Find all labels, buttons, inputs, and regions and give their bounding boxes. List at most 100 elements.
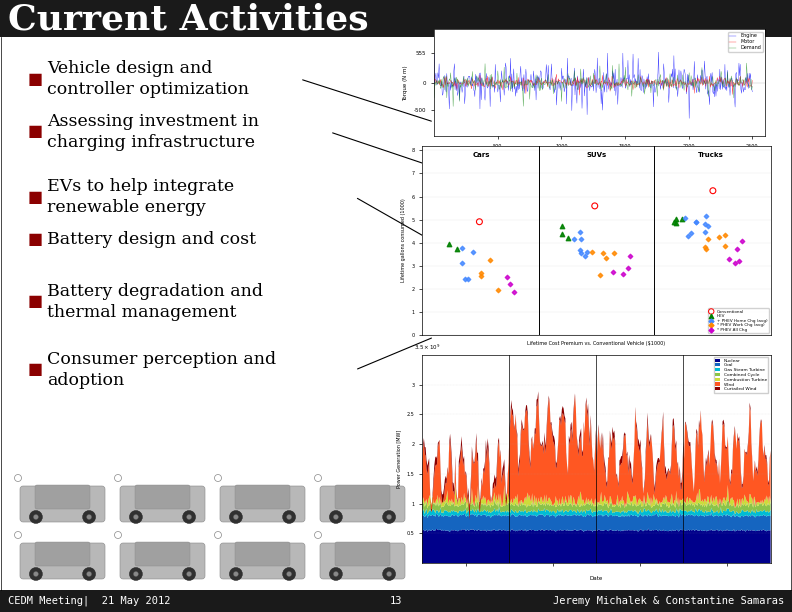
Point bbox=[443, 239, 455, 249]
FancyBboxPatch shape bbox=[135, 485, 190, 509]
Circle shape bbox=[133, 572, 139, 577]
Point bbox=[700, 244, 713, 253]
Point bbox=[685, 228, 698, 238]
Point bbox=[501, 272, 513, 282]
Circle shape bbox=[82, 567, 96, 581]
Point bbox=[575, 234, 588, 244]
Circle shape bbox=[86, 572, 92, 577]
Engine bbox=[684, 114, 694, 122]
Circle shape bbox=[333, 572, 338, 577]
Text: ■: ■ bbox=[28, 190, 43, 204]
Point bbox=[600, 253, 612, 263]
Circle shape bbox=[33, 572, 38, 577]
FancyBboxPatch shape bbox=[0, 0, 792, 37]
Text: ■: ■ bbox=[28, 362, 43, 378]
Circle shape bbox=[129, 567, 143, 581]
FancyBboxPatch shape bbox=[35, 542, 90, 566]
Circle shape bbox=[29, 567, 43, 581]
Circle shape bbox=[183, 567, 196, 581]
FancyBboxPatch shape bbox=[35, 485, 90, 509]
Point bbox=[718, 241, 731, 251]
Text: Consumer perception and
adoption: Consumer perception and adoption bbox=[47, 351, 276, 389]
Motor bbox=[620, 79, 630, 86]
Engine bbox=[582, 111, 592, 118]
Point bbox=[621, 263, 634, 273]
Point bbox=[729, 258, 741, 268]
Point bbox=[575, 248, 588, 258]
Text: Battery degradation and
thermal management: Battery degradation and thermal manageme… bbox=[47, 283, 263, 321]
Point bbox=[586, 247, 599, 257]
Motor bbox=[748, 76, 757, 84]
Point bbox=[484, 255, 497, 265]
Point bbox=[588, 201, 601, 211]
Point bbox=[508, 288, 520, 297]
Engine bbox=[741, 73, 751, 81]
X-axis label: Time [seconds]: Time [seconds] bbox=[578, 155, 621, 160]
Motor bbox=[429, 71, 439, 78]
Text: ■: ■ bbox=[28, 233, 43, 247]
Text: Trucks: Trucks bbox=[698, 152, 724, 159]
Circle shape bbox=[183, 510, 196, 523]
Text: EVs to help integrate
renewable energy: EVs to help integrate renewable energy bbox=[47, 177, 234, 216]
Text: CEDM Meeting|  21 May 2012: CEDM Meeting| 21 May 2012 bbox=[8, 595, 170, 606]
Engine bbox=[654, 48, 664, 56]
Point bbox=[607, 248, 620, 258]
X-axis label: Date: Date bbox=[590, 577, 603, 581]
FancyBboxPatch shape bbox=[220, 486, 305, 522]
Point bbox=[503, 279, 516, 289]
Text: ■: ■ bbox=[28, 72, 43, 86]
X-axis label: Lifetime Cost Premium vs. Conventional Vehicle ($1000): Lifetime Cost Premium vs. Conventional V… bbox=[527, 341, 665, 346]
Demand bbox=[602, 75, 611, 83]
Text: Vehicle design and
controller optimization: Vehicle design and controller optimizati… bbox=[47, 60, 249, 99]
Circle shape bbox=[329, 567, 342, 581]
Demand bbox=[581, 76, 591, 84]
Point bbox=[678, 214, 691, 223]
FancyBboxPatch shape bbox=[135, 542, 190, 566]
Point bbox=[699, 242, 711, 252]
Text: SUVs: SUVs bbox=[586, 152, 607, 159]
Point bbox=[574, 228, 587, 237]
Circle shape bbox=[383, 510, 395, 523]
Y-axis label: Torque (N m): Torque (N m) bbox=[403, 65, 409, 101]
Text: $3.5\times10^{9}$: $3.5\times10^{9}$ bbox=[414, 343, 441, 352]
Point bbox=[474, 269, 487, 278]
Circle shape bbox=[287, 572, 291, 577]
Demand bbox=[448, 103, 458, 110]
Point bbox=[607, 267, 619, 277]
Point bbox=[676, 214, 689, 224]
FancyBboxPatch shape bbox=[220, 543, 305, 579]
FancyBboxPatch shape bbox=[320, 486, 405, 522]
Y-axis label: Power Generation [MW]: Power Generation [MW] bbox=[396, 430, 402, 488]
Motor bbox=[691, 78, 701, 86]
Circle shape bbox=[29, 510, 43, 523]
Point bbox=[736, 236, 748, 245]
Point bbox=[466, 247, 479, 257]
Text: Cars: Cars bbox=[473, 152, 490, 159]
Engine bbox=[691, 86, 701, 94]
Point bbox=[722, 254, 735, 264]
Engine bbox=[581, 78, 590, 86]
Circle shape bbox=[133, 515, 139, 520]
Point bbox=[462, 274, 474, 284]
Text: ■: ■ bbox=[28, 294, 43, 310]
Circle shape bbox=[129, 510, 143, 523]
FancyBboxPatch shape bbox=[235, 485, 290, 509]
Motor bbox=[603, 82, 612, 89]
FancyBboxPatch shape bbox=[120, 486, 205, 522]
Point bbox=[713, 232, 725, 242]
Point bbox=[667, 217, 680, 227]
Circle shape bbox=[287, 515, 291, 520]
Point bbox=[733, 256, 745, 266]
Engine bbox=[601, 70, 611, 77]
Point bbox=[456, 244, 469, 253]
Line: Demand: Demand bbox=[434, 63, 752, 106]
Point bbox=[596, 248, 609, 258]
FancyBboxPatch shape bbox=[335, 542, 390, 566]
Circle shape bbox=[333, 515, 338, 520]
Demand bbox=[691, 84, 700, 91]
Point bbox=[702, 221, 714, 231]
Text: ■: ■ bbox=[28, 124, 43, 140]
Point bbox=[699, 211, 712, 221]
Circle shape bbox=[187, 572, 192, 577]
Point bbox=[682, 231, 695, 241]
